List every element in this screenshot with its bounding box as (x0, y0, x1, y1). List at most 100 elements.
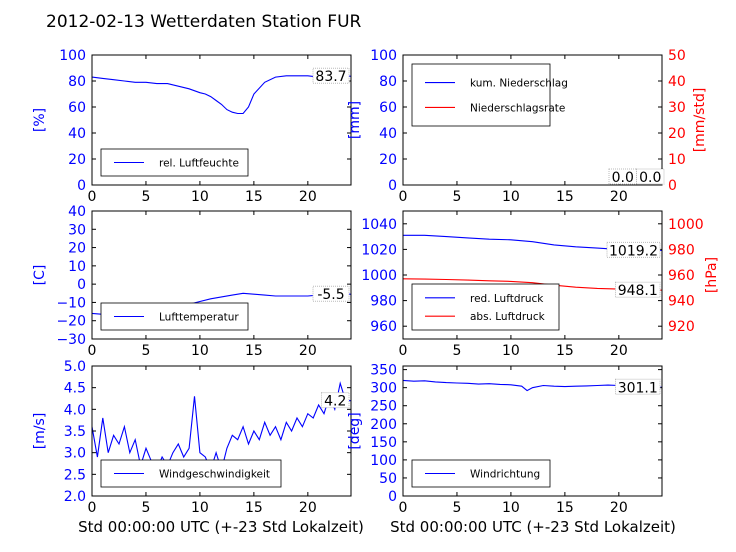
legend-label: Windgeschwindigkeit (159, 469, 270, 481)
y-tick-label: 3.5 (64, 424, 86, 440)
panel-top-left: 0 5 10 15 20 0 20 40 60 80 100 [%] 83.7 rel. Luftfeuc… (32, 48, 352, 205)
value-label-box (312, 285, 350, 302)
value-label: 0.0 (612, 170, 634, 186)
legend-label: kum. Niederschlag (470, 78, 568, 90)
value-label: 1019.2 (609, 243, 658, 259)
y-tick-label: 40 (68, 126, 86, 142)
legend (411, 63, 551, 127)
series-line-1 (92, 75, 351, 115)
y2-tick-label: 920 (668, 319, 695, 335)
x-tick-label: 0 (399, 500, 408, 516)
y-tick-label: 350 (370, 363, 397, 379)
y-tick-label: 250 (370, 399, 397, 415)
plot-frame (402, 365, 663, 497)
x-tick-label: 15 (556, 500, 574, 516)
legend-label: Lufttemperatur (159, 312, 239, 324)
x-tick-label: 15 (245, 500, 263, 516)
y2-tick-label: 0 (668, 178, 677, 194)
x-tick-label: 5 (141, 343, 150, 359)
y2-tick-label: 980 (668, 242, 695, 258)
series-line-1 (92, 381, 351, 473)
legend-label: Windrichtung (470, 469, 540, 481)
value-label-box (615, 378, 661, 395)
y2-axis-label: [hPa] (704, 257, 720, 293)
value-label: -5.5 (317, 287, 344, 303)
y-tick-label: 0 (77, 178, 86, 194)
x-tick-label: 5 (141, 189, 150, 205)
x-tick-label: 10 (502, 343, 520, 359)
x-tick-label: 0 (88, 343, 97, 359)
value-label-box (312, 67, 350, 84)
x-tick-label: 10 (191, 500, 209, 516)
y-tick-label: 2.0 (64, 489, 86, 505)
y-tick-label: 40 (68, 204, 86, 220)
x-tick-label: 10 (502, 500, 520, 516)
x-tick-label: 10 (502, 189, 520, 205)
y-axis-label: [deg] (347, 412, 363, 449)
x-tick-label: 0 (399, 343, 408, 359)
x-tick-label: 0 (88, 500, 97, 516)
y-tick-label: 60 (379, 100, 397, 116)
x-tick-label: 0 (88, 189, 97, 205)
x-tick-label: 5 (452, 189, 461, 205)
y-tick-label: 100 (370, 453, 397, 469)
y-tick-label: 50 (379, 471, 397, 487)
legend-label: rel. Luftfeuchte (159, 158, 239, 170)
y-tick-label: 30 (68, 222, 86, 238)
x-tick-label: 0 (399, 189, 408, 205)
y2-tick-label: 20 (668, 126, 686, 142)
y-tick-label: 300 (370, 381, 397, 397)
value-label-box (321, 392, 350, 409)
x-tick-label: 15 (556, 189, 574, 205)
x-axis-label-left: Std 00:00:00 UTC (+-23 Std Lokalzeit) (78, 518, 364, 536)
legend (411, 283, 560, 331)
y-tick-label: 1040 (361, 217, 397, 233)
y-tick-label: −10 (56, 295, 86, 311)
y2-axis-label: [mm/std] (692, 88, 708, 153)
panel-middle-right: 0 5 10 15 20 960 980 1000 1020 1040 920 940 960 980 10… (361, 210, 720, 359)
y-axis-label: [m/s] (32, 413, 48, 450)
y-tick-label: 60 (68, 100, 86, 116)
x-tick-label: 10 (191, 343, 209, 359)
value-label: 301.1 (618, 380, 658, 396)
legend-label: red. Luftdruck (470, 293, 544, 305)
y-tick-label: −30 (56, 332, 86, 348)
x-tick-label: 10 (191, 189, 209, 205)
value-label-box (636, 168, 665, 185)
value-label: 948.1 (618, 283, 658, 299)
x-tick-label: 20 (299, 500, 317, 516)
y-tick-label: 0 (388, 489, 397, 505)
y-tick-label: 200 (370, 417, 397, 433)
plot-frame (91, 210, 352, 340)
y-tick-label: 2.5 (64, 467, 86, 483)
figure-title: 2012-02-13 Wetterdaten Station FUR (46, 12, 362, 32)
x-tick-label: 20 (299, 343, 317, 359)
x-tick-label: 15 (245, 343, 263, 359)
plot-frame (91, 54, 352, 186)
y2-tick-label: 960 (668, 268, 695, 284)
x-tick-label: 20 (299, 189, 317, 205)
panel-middle-left: 0 5 10 15 20 −30 −20 −10 0 10 20 30 40 [C] -5.5 Lufttem… (32, 204, 352, 359)
y-tick-label: 20 (68, 152, 86, 168)
legend-label: abs. Luftdruck (470, 311, 546, 323)
y-tick-label: −20 (56, 314, 86, 330)
y2-tick-label: 40 (668, 74, 686, 90)
value-label-box (606, 241, 661, 258)
x-tick-label: 5 (452, 343, 461, 359)
y-tick-label: 100 (59, 48, 86, 64)
y-tick-label: 4.5 (64, 381, 86, 397)
y-axis-label: [mm] (347, 101, 363, 139)
y-tick-label: 150 (370, 435, 397, 451)
x-tick-label: 20 (610, 343, 628, 359)
y-tick-label: 10 (68, 259, 86, 275)
y2-tick-label: 1000 (668, 217, 704, 233)
plot-frame (402, 54, 663, 186)
y-tick-label: 980 (370, 294, 397, 310)
y-tick-label: 960 (370, 319, 397, 335)
y-tick-label: 1000 (361, 268, 397, 284)
value-label: 4.2 (324, 394, 346, 410)
y-tick-label: 100 (370, 48, 397, 64)
x-tick-label: 5 (141, 500, 150, 516)
y2-tick-label: 940 (668, 294, 695, 310)
